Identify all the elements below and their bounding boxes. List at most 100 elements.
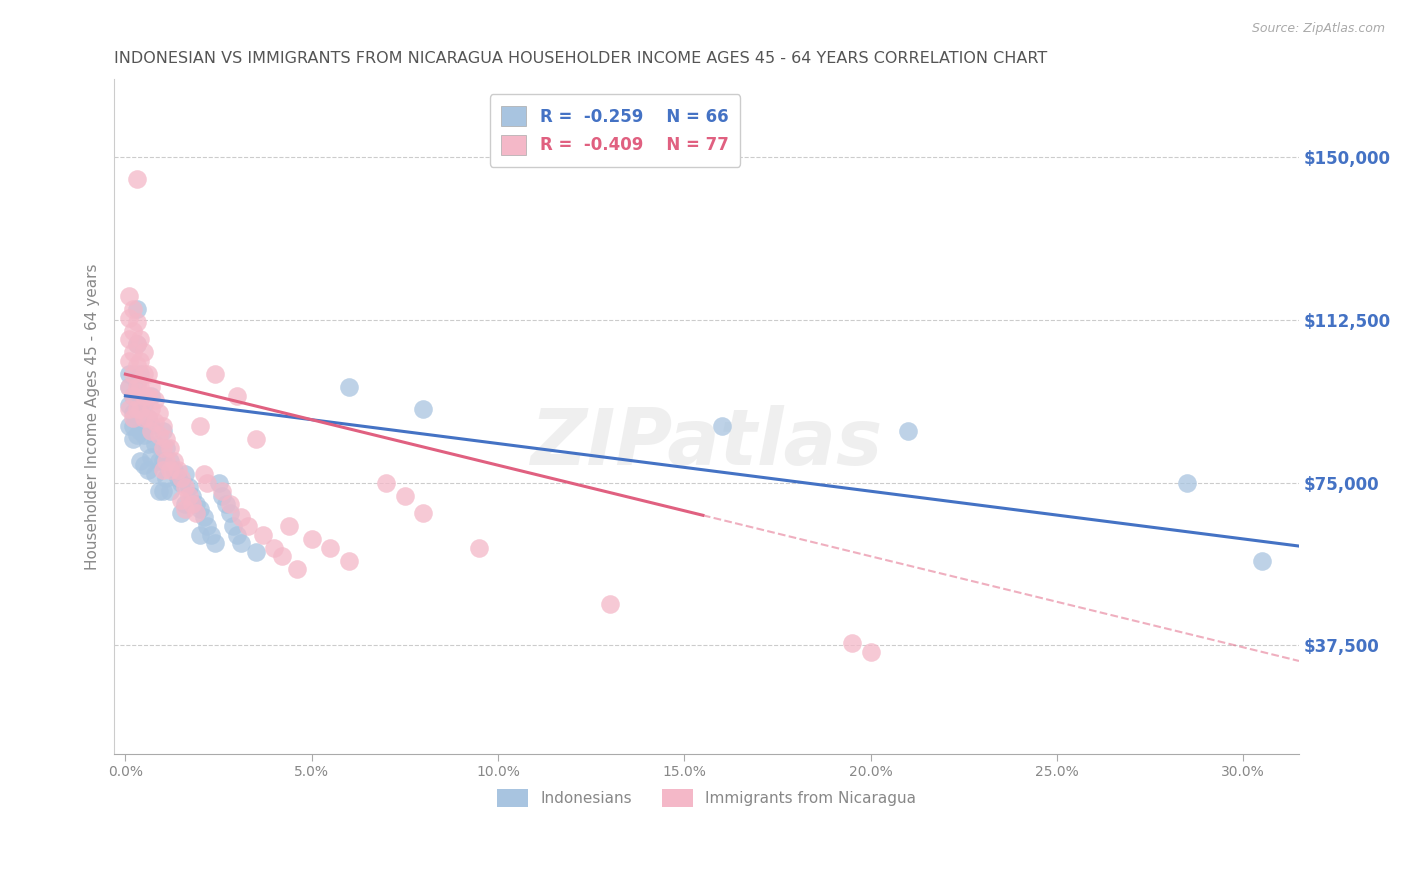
Point [170, 471, 193, 485]
Point [121, 389, 143, 403]
Point [215, 497, 238, 511]
Point [125, 172, 148, 186]
Point [193, 510, 215, 524]
Point [163, 462, 186, 476]
Point [166, 471, 188, 485]
Point [229, 510, 252, 524]
Point [129, 333, 152, 347]
Point [170, 492, 193, 507]
Point [125, 315, 148, 329]
Point [174, 467, 197, 481]
Point [129, 401, 152, 416]
Point [170, 506, 193, 520]
Point [152, 424, 174, 438]
Point [155, 432, 177, 446]
Point [204, 536, 226, 550]
Point [278, 519, 301, 533]
Point [148, 406, 170, 420]
Point [229, 536, 252, 550]
Point [121, 419, 143, 434]
Point [129, 424, 152, 438]
Point [141, 380, 163, 394]
Point [245, 432, 267, 446]
Point [859, 645, 882, 659]
Point [152, 454, 174, 468]
Point [118, 401, 141, 416]
Point [129, 367, 152, 381]
Point [226, 389, 249, 403]
Point [118, 354, 141, 368]
Point [125, 336, 148, 351]
Point [143, 467, 166, 481]
Point [159, 454, 181, 468]
Point [226, 527, 249, 541]
Point [897, 424, 920, 438]
Point [1250, 553, 1272, 567]
Point [141, 424, 163, 438]
Point [841, 636, 863, 650]
Point [163, 454, 186, 468]
Point [195, 475, 218, 490]
Point [200, 527, 222, 541]
Point [141, 419, 163, 434]
Point [181, 497, 204, 511]
Point [211, 484, 233, 499]
Point [118, 380, 141, 394]
Point [125, 380, 148, 394]
Text: Source: ZipAtlas.com: Source: ZipAtlas.com [1251, 22, 1385, 36]
Point [319, 541, 342, 555]
Point [207, 475, 229, 490]
Point [218, 506, 240, 520]
Point [118, 367, 141, 381]
Point [710, 419, 733, 434]
Point [375, 475, 398, 490]
Point [118, 310, 141, 325]
Point [121, 406, 143, 420]
Point [211, 489, 233, 503]
Point [270, 549, 292, 564]
Point [337, 553, 360, 567]
Point [155, 441, 177, 455]
Point [193, 467, 215, 481]
Point [141, 389, 163, 403]
Point [136, 410, 159, 425]
Legend: Indonesians, Immigrants from Nicaragua: Indonesians, Immigrants from Nicaragua [491, 782, 922, 814]
Point [188, 527, 211, 541]
Point [136, 389, 159, 403]
Point [148, 484, 170, 499]
Point [301, 532, 323, 546]
Point [337, 380, 360, 394]
Point [195, 519, 218, 533]
Point [204, 367, 226, 381]
Point [125, 428, 148, 442]
Point [121, 367, 143, 381]
Point [118, 397, 141, 411]
Point [125, 359, 148, 373]
Point [412, 401, 434, 416]
Point [174, 497, 197, 511]
Point [159, 462, 181, 476]
Point [218, 497, 240, 511]
Point [152, 419, 174, 434]
Point [245, 545, 267, 559]
Point [177, 480, 200, 494]
Point [132, 345, 155, 359]
Point [143, 393, 166, 408]
Point [118, 380, 141, 394]
Point [118, 333, 141, 347]
Point [1175, 475, 1198, 490]
Point [186, 506, 208, 520]
Point [129, 454, 152, 468]
Point [118, 419, 141, 434]
Point [148, 454, 170, 468]
Point [152, 484, 174, 499]
Point [136, 367, 159, 381]
Point [125, 336, 148, 351]
Y-axis label: Householder Income Ages 45 - 64 years: Householder Income Ages 45 - 64 years [86, 263, 100, 570]
Point [125, 401, 148, 416]
Point [155, 471, 177, 485]
Point [285, 562, 308, 576]
Point [129, 397, 152, 411]
Text: ZIPatlas: ZIPatlas [530, 405, 883, 482]
Point [136, 462, 159, 476]
